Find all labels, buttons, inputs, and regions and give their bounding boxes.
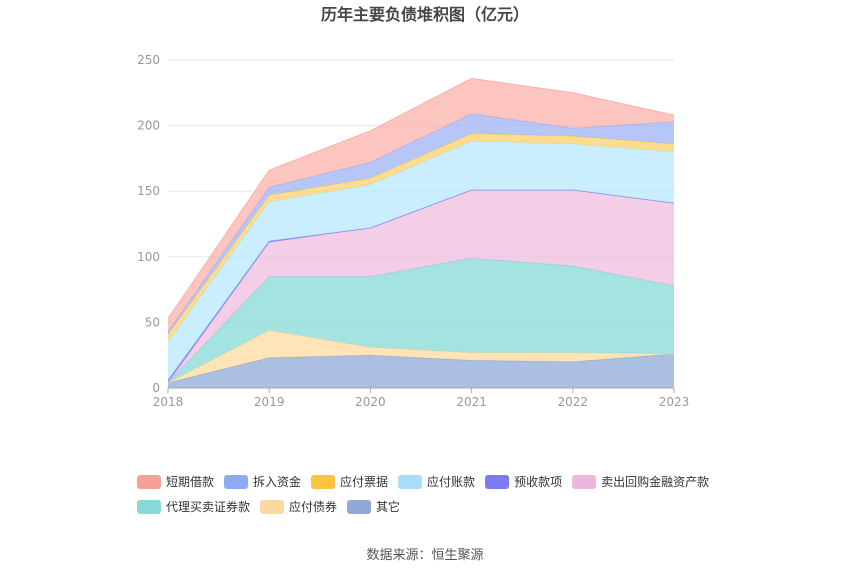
chart-title: 历年主要负债堆积图（亿元） <box>321 5 529 24</box>
legend-item[interactable]: 应付票据 <box>311 474 388 489</box>
legend-swatch <box>347 500 372 514</box>
legend-swatch <box>572 475 597 489</box>
legend-swatch <box>224 475 249 489</box>
legend-label: 应付账款 <box>427 474 475 489</box>
x-tick-label: 2022 <box>558 395 589 409</box>
x-tick-label: 2018 <box>153 395 184 409</box>
legend-item[interactable]: 应付账款 <box>398 474 475 489</box>
legend-swatch <box>137 475 161 489</box>
y-tick-label: 250 <box>137 53 160 67</box>
legend-item[interactable]: 卖出回购金融资产款 <box>572 474 709 489</box>
x-tick-label: 2019 <box>254 395 285 409</box>
legend-label: 卖出回购金融资产款 <box>601 474 709 489</box>
x-tick-label: 2020 <box>355 395 386 409</box>
legend-label: 应付债券 <box>289 499 337 514</box>
legend-label: 其它 <box>376 499 400 514</box>
legend-item[interactable]: 短期借款 <box>137 475 214 489</box>
area-series <box>168 353 674 388</box>
legend-swatch <box>398 475 423 489</box>
legend-label: 短期借款 <box>166 475 214 489</box>
area-series <box>168 78 674 332</box>
legend-item[interactable]: 代理买卖证券款 <box>137 499 250 514</box>
area-series-edge <box>167 77 675 319</box>
areas <box>167 77 675 388</box>
legend-swatch <box>260 500 285 514</box>
y-tick-label: 200 <box>137 119 160 133</box>
y-tick-label: 50 <box>145 315 160 329</box>
legend-label: 拆入资金 <box>253 474 301 489</box>
legend-label: 应付票据 <box>340 474 388 489</box>
y-axis: 0 50 100 150 200 250 <box>137 53 160 395</box>
area-series <box>168 258 674 383</box>
legend-swatch <box>485 475 510 489</box>
x-axis: 2018 2019 2020 2021 2022 2023 <box>153 387 690 409</box>
legend-item[interactable]: 应付债券 <box>260 499 337 514</box>
area-series <box>168 189 674 383</box>
y-tick-label: 0 <box>152 381 160 395</box>
x-tick-label: 2023 <box>659 395 690 409</box>
legend-item[interactable]: 其它 <box>347 499 400 514</box>
source-text: 数据来源：恒生聚源 <box>366 548 483 563</box>
legend-swatch <box>137 500 161 514</box>
y-tick-label: 100 <box>137 250 160 264</box>
area-series <box>168 330 674 383</box>
legend-item[interactable]: 拆入资金 <box>224 474 301 489</box>
legend-label: 预收款项 <box>514 475 562 489</box>
legend-swatch <box>311 475 336 489</box>
area-series <box>168 141 674 381</box>
area-series <box>168 113 674 335</box>
legend-item[interactable]: 预收款项 <box>485 475 562 489</box>
legend-label: 代理买卖证券款 <box>166 499 250 514</box>
x-tick-label: 2021 <box>456 395 487 409</box>
y-tick-label: 150 <box>137 184 160 198</box>
